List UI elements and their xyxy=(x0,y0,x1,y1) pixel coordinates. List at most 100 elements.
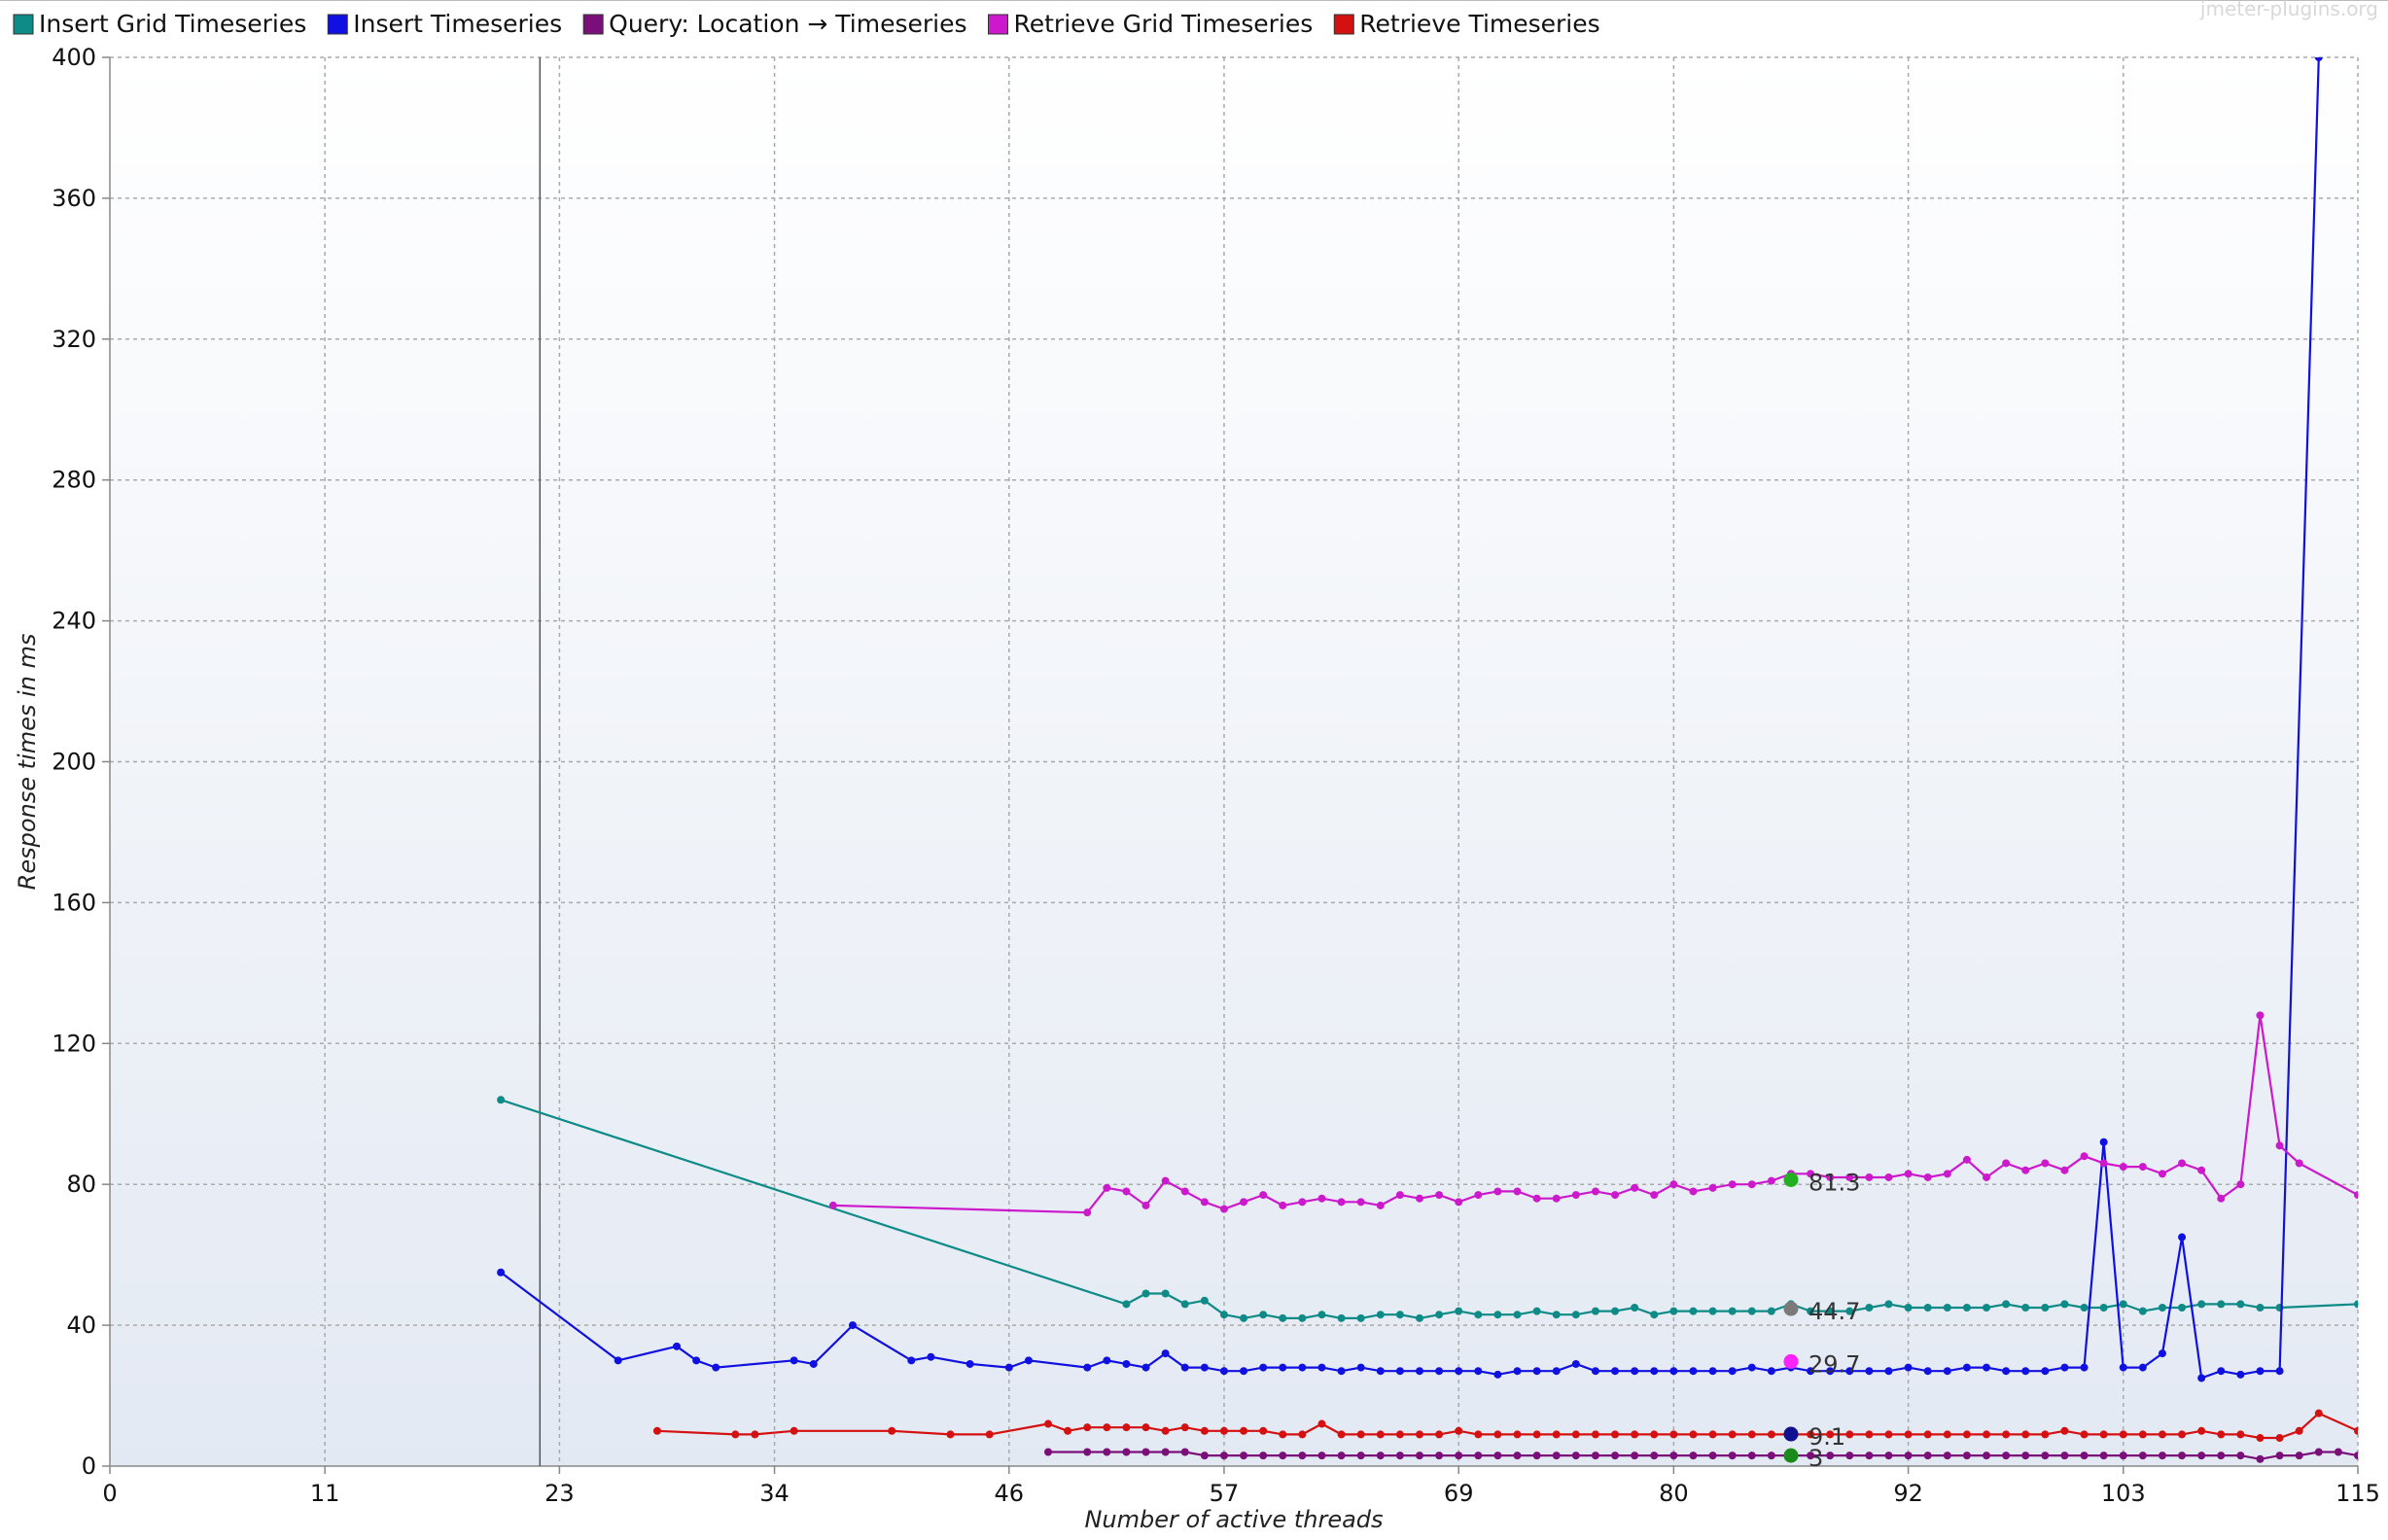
data-point xyxy=(1455,1452,1463,1460)
data-point xyxy=(1474,1452,1483,1460)
plot-area: 0 40 80 120 160 200 240 280 320 360 400 0 11 23 34 46 57… xyxy=(14,44,2380,1533)
data-point xyxy=(1884,1430,1893,1439)
data-point xyxy=(1474,1430,1483,1439)
data-point xyxy=(2236,1300,2245,1309)
data-point xyxy=(1279,1313,1287,1322)
data-point xyxy=(1571,1191,1580,1200)
data-point xyxy=(2080,1152,2089,1161)
data-point xyxy=(2197,1300,2206,1309)
data-point xyxy=(1103,1423,1111,1432)
data-point xyxy=(1983,1430,1991,1439)
y-tick-label: 120 xyxy=(52,1030,96,1057)
y-tick-label: 80 xyxy=(66,1171,96,1198)
data-point xyxy=(1689,1307,1698,1315)
x-tick-label: 115 xyxy=(2335,1480,2380,1507)
data-point xyxy=(1122,1448,1131,1456)
data-point xyxy=(751,1430,759,1439)
data-point xyxy=(2119,1452,2127,1460)
data-point xyxy=(1904,1430,1913,1439)
legend: Insert Grid Timeseries Insert Timeseries Q… xyxy=(13,10,1600,38)
data-point xyxy=(1415,1313,1423,1322)
data-point xyxy=(1219,1205,1228,1213)
data-point xyxy=(1826,1307,1835,1315)
data-point xyxy=(1747,1452,1756,1460)
data-point xyxy=(1923,1303,1932,1312)
data-point xyxy=(1650,1430,1659,1439)
data-point xyxy=(1044,1419,1053,1428)
data-point xyxy=(1552,1194,1561,1203)
data-point xyxy=(1513,1452,1522,1460)
data-point xyxy=(2158,1430,2166,1439)
data-point xyxy=(2041,1430,2050,1439)
data-point xyxy=(1943,1303,1951,1312)
data-point xyxy=(2099,1138,2108,1146)
data-point xyxy=(2099,1159,2108,1168)
data-point xyxy=(2178,1430,2187,1439)
data-point xyxy=(2138,1163,2147,1172)
data-point xyxy=(2275,1141,2284,1150)
data-point xyxy=(1493,1430,1502,1439)
data-point xyxy=(1669,1367,1678,1376)
value-marker-label: 44.7 xyxy=(1809,1298,1860,1325)
legend-swatch xyxy=(327,14,348,35)
data-point xyxy=(2158,1349,2166,1358)
data-point xyxy=(2080,1363,2089,1372)
data-point xyxy=(1240,1198,1248,1207)
data-point xyxy=(1493,1311,1502,1319)
data-point xyxy=(1532,1430,1541,1439)
legend-label: Insert Grid Timeseries xyxy=(39,10,306,38)
data-point xyxy=(1552,1367,1561,1376)
data-point xyxy=(1141,1201,1150,1209)
x-tick-label: 103 xyxy=(2101,1480,2146,1507)
data-point xyxy=(907,1356,916,1365)
data-point xyxy=(1767,1307,1775,1315)
data-point xyxy=(1571,1311,1580,1319)
data-point xyxy=(1532,1452,1541,1460)
data-point xyxy=(1240,1426,1248,1435)
data-point xyxy=(1983,1452,1991,1460)
data-point xyxy=(1180,1363,1189,1372)
data-point xyxy=(652,1426,661,1435)
data-point xyxy=(1161,1448,1170,1456)
data-point xyxy=(2060,1300,2069,1309)
data-point xyxy=(1435,1430,1444,1439)
data-point xyxy=(1279,1201,1287,1209)
y-tick-label: 240 xyxy=(52,608,96,635)
data-point xyxy=(1962,1363,1971,1372)
data-point xyxy=(1435,1367,1444,1376)
legend-bar-border xyxy=(0,0,2388,1)
data-point xyxy=(1455,1307,1463,1315)
data-point xyxy=(1611,1430,1620,1439)
data-point xyxy=(1631,1183,1639,1192)
data-point xyxy=(1611,1367,1620,1376)
data-point xyxy=(1474,1311,1483,1319)
data-point xyxy=(2158,1452,2166,1460)
data-point xyxy=(1747,1363,1756,1372)
data-point xyxy=(2060,1166,2069,1174)
data-point xyxy=(1904,1452,1913,1460)
data-point xyxy=(1122,1187,1131,1196)
data-point xyxy=(1962,1452,1971,1460)
data-point xyxy=(1845,1430,1854,1439)
data-point xyxy=(2021,1303,2030,1312)
value-marker xyxy=(1783,1301,1799,1316)
data-point xyxy=(1591,1187,1599,1196)
data-point xyxy=(2060,1363,2069,1372)
data-point xyxy=(1983,1172,1991,1181)
data-point xyxy=(1083,1423,1092,1432)
data-point xyxy=(2354,1191,2358,1200)
data-point xyxy=(1943,1430,1951,1439)
x-tick-label: 69 xyxy=(1444,1480,1474,1507)
data-point xyxy=(2021,1452,2030,1460)
data-point xyxy=(1356,1430,1365,1439)
data-point xyxy=(1845,1172,1854,1181)
data-point xyxy=(2256,1454,2265,1463)
data-point xyxy=(1317,1452,1326,1460)
value-marker-label: 3 xyxy=(1809,1445,1823,1472)
data-point xyxy=(1532,1194,1541,1203)
data-point xyxy=(1435,1311,1444,1319)
data-point xyxy=(2138,1430,2147,1439)
data-point xyxy=(1435,1452,1444,1460)
data-point xyxy=(1395,1367,1404,1376)
